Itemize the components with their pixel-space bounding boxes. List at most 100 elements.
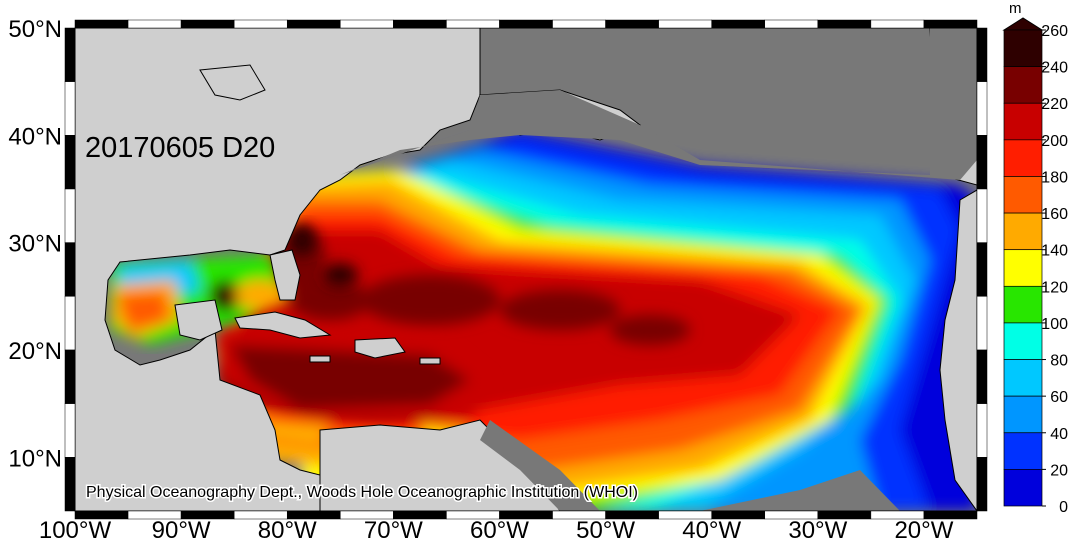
frame-segment [499,19,553,29]
colorbar-band [1003,322,1043,360]
frame-segment [711,19,766,29]
colorbar-band [1003,359,1043,397]
colorbar-tick-label: 40 [1050,426,1068,443]
frame-bottom [74,510,978,520]
colorbar-band [1003,432,1043,470]
florida [269,249,301,301]
colorbar-band [1003,249,1043,287]
frame-segment [64,27,76,82]
frame-segment [180,19,235,29]
colorbar-band [1003,469,1043,507]
frame-segment [64,403,76,458]
longitude-label: 70°W [364,517,423,542]
colorbar-band [1003,139,1043,177]
frame-top [74,19,978,29]
frame-segment [976,135,988,190]
frame-segment [233,19,288,29]
colorbar-band [1003,176,1043,214]
frame-segment [340,19,394,29]
frame-segment [870,19,925,29]
cuba [234,311,332,339]
gulf-of-mexico-field [110,255,290,345]
longitude-label: 20°W [894,517,953,542]
colorbar-band [1003,102,1043,141]
africa [939,189,977,511]
latitude-label: 30°N [8,231,62,258]
frame-segment [64,188,76,243]
frame-segment [127,19,182,29]
colorbar-tick-label: 240 [1041,60,1068,77]
colorbar-tick-label: 0 [1059,499,1068,516]
frame-segment [64,81,76,136]
colorbar-band [1003,285,1043,324]
frame-segment [64,135,76,190]
frame-segment [976,81,988,136]
frame-segment [976,242,988,297]
yucatan [174,299,223,341]
colorbar-tick-label: 200 [1041,133,1068,150]
colorbar-tick-label: 60 [1050,389,1068,406]
colorbar-tick-label: 20 [1050,462,1068,479]
frame-segment [658,19,712,29]
colorbar-band [1003,66,1043,104]
latitude-labels: 50°N 40°N 30°N 20°N 10°N [8,16,62,472]
colorbar-unit: m [1009,0,1022,17]
colorbar-tick-label: 140 [1041,243,1068,260]
frame-segment [605,19,659,29]
frame-segment [64,457,76,512]
frame-segment [552,19,606,29]
puerto-rico [419,357,441,365]
latitude-label: 50°N [8,16,62,43]
colorbar-tick-label: 260 [1041,23,1068,40]
frame-segment [923,510,978,520]
frame-segment [393,19,447,29]
frame-segment [764,19,819,29]
colorbar-tick-label: 160 [1041,206,1068,223]
frame-segment [64,296,76,351]
frame-segment [446,19,500,29]
credit-line: Physical Oceanography Dept., Woods Hole … [86,484,638,501]
frame-segment [976,403,988,458]
frame-segment [64,349,76,404]
ocean-field [75,28,977,511]
frame-segment [817,19,872,29]
latitude-label: 10°N [8,445,62,472]
caribbean-field [218,330,490,448]
longitude-labels: 100°W 90°W 80°W 70°W 60°W 50°W 40°W 30°W 20°W [39,517,954,542]
frame-segment [74,19,129,29]
north-america [75,28,481,511]
longitude-label: 40°W [682,517,741,542]
longitude-label: 50°W [576,517,635,542]
frame-segment [976,457,988,512]
frame-segment [976,296,988,351]
hispaniola [354,337,406,359]
longitude-label: 100°W [39,517,112,542]
colorbar-tick-label: 180 [1041,169,1068,186]
frame-segment [976,188,988,243]
colorbar-tick-label: 220 [1041,96,1068,113]
colorbar-tick-label: 80 [1050,353,1068,370]
colorbar-tick-label: 120 [1041,279,1068,296]
latitude-label: 40°N [8,123,62,150]
frame-segment [976,27,988,82]
colorbar-band [1003,212,1043,251]
colorbar-band [1003,29,1043,67]
frame-left [64,27,76,512]
longitude-label: 80°W [258,517,317,542]
longitude-label: 60°W [470,517,529,542]
frame-segment [976,349,988,404]
frame-segment [923,19,978,29]
frame-segment [64,242,76,297]
date-depth-stamp: 20170605 D20 [85,132,275,164]
jamaica [309,355,331,363]
great-lakes [199,64,266,101]
longitude-label: 90°W [152,517,211,542]
colorbar-tick-label: 100 [1041,316,1068,333]
latitude-label: 20°N [8,338,62,365]
longitude-label: 30°W [788,517,847,542]
colorbar-overflow-cap [1002,17,1044,31]
no-data-regions [340,28,977,511]
colorbar-band [1003,395,1043,434]
